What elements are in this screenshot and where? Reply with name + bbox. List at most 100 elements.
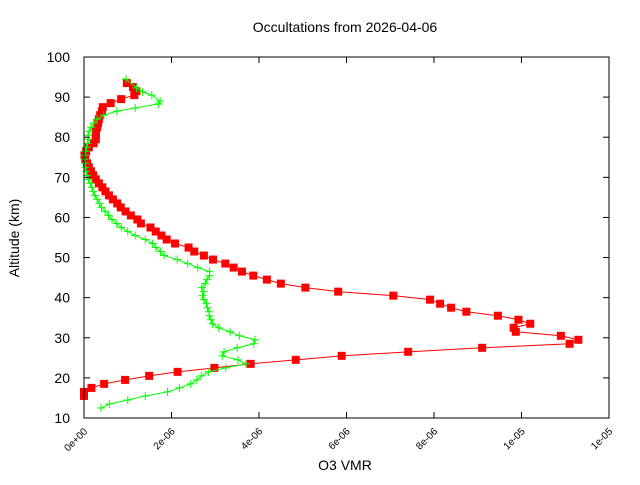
data-point bbox=[246, 359, 255, 368]
data-point bbox=[237, 267, 246, 276]
data-point bbox=[514, 315, 523, 324]
data-point bbox=[214, 323, 223, 332]
data-point bbox=[101, 207, 109, 216]
data-point bbox=[156, 247, 165, 256]
data-point bbox=[210, 363, 219, 372]
data-point bbox=[95, 199, 104, 208]
data-point bbox=[276, 279, 285, 288]
data-point bbox=[116, 203, 125, 212]
data-point bbox=[192, 375, 201, 384]
data-point bbox=[163, 387, 172, 396]
data-point bbox=[138, 87, 147, 96]
data-point bbox=[404, 347, 413, 356]
data-point bbox=[493, 311, 502, 320]
data-point bbox=[91, 175, 100, 184]
data-point bbox=[90, 191, 99, 200]
data-point bbox=[93, 195, 102, 204]
series-profile-red bbox=[80, 79, 583, 400]
x-tick-label: 1e-05 bbox=[589, 426, 615, 452]
y-tick-label: 90 bbox=[54, 89, 70, 105]
data-point bbox=[206, 315, 215, 324]
data-point bbox=[151, 227, 160, 236]
y-tick-label: 40 bbox=[54, 290, 70, 306]
data-point bbox=[121, 207, 130, 216]
data-point bbox=[202, 299, 211, 308]
y-tick-label: 60 bbox=[54, 209, 70, 225]
data-point bbox=[108, 215, 116, 224]
data-point bbox=[97, 107, 106, 116]
data-point bbox=[205, 307, 214, 316]
data-point bbox=[129, 83, 137, 92]
data-point bbox=[249, 339, 258, 348]
data-point bbox=[198, 291, 207, 300]
data-point bbox=[249, 271, 258, 280]
data-point bbox=[162, 235, 171, 244]
data-point bbox=[104, 211, 113, 220]
data-point bbox=[86, 179, 95, 188]
data-point bbox=[123, 395, 132, 404]
data-point bbox=[91, 127, 100, 136]
data-point bbox=[426, 295, 435, 304]
y-tick-label: 10 bbox=[54, 410, 70, 426]
data-point bbox=[94, 179, 103, 188]
data-point bbox=[221, 259, 230, 268]
data-point bbox=[81, 147, 90, 156]
data-point bbox=[221, 363, 230, 372]
x-tick-label: 4e-06 bbox=[239, 426, 265, 452]
data-point bbox=[131, 103, 140, 112]
data-point bbox=[104, 191, 113, 200]
data-point bbox=[291, 355, 300, 364]
data-point bbox=[173, 255, 182, 264]
data-point bbox=[85, 127, 94, 136]
x-tick-label: 0e+00 bbox=[62, 426, 90, 454]
data-point bbox=[199, 287, 208, 296]
data-point bbox=[97, 203, 106, 212]
data-point bbox=[121, 375, 130, 384]
data-point bbox=[173, 367, 182, 376]
data-point bbox=[251, 335, 260, 344]
x-tick-label: 8e-06 bbox=[414, 426, 440, 452]
data-point bbox=[91, 131, 100, 140]
data-point bbox=[141, 391, 150, 400]
data-point bbox=[83, 131, 92, 140]
data-point bbox=[101, 187, 110, 196]
data-point bbox=[190, 247, 199, 256]
data-point bbox=[148, 239, 157, 248]
data-point bbox=[226, 327, 235, 336]
data-point bbox=[241, 359, 250, 368]
data-point bbox=[93, 123, 102, 132]
data-point bbox=[87, 123, 95, 132]
data-point bbox=[220, 347, 228, 356]
x-axis-label: O3 VMR bbox=[318, 457, 372, 473]
data-point bbox=[262, 275, 271, 284]
x-tick-label: 1e-05 bbox=[502, 426, 528, 452]
data-point bbox=[204, 367, 213, 376]
data-point bbox=[234, 355, 242, 364]
data-point bbox=[337, 351, 346, 360]
data-point bbox=[93, 115, 102, 124]
data-point bbox=[84, 175, 93, 184]
data-point bbox=[132, 83, 141, 92]
x-tick-label: 2e-06 bbox=[152, 426, 178, 452]
data-point bbox=[123, 227, 132, 236]
data-point bbox=[186, 379, 195, 388]
data-point bbox=[108, 195, 117, 204]
data-point bbox=[447, 303, 456, 312]
data-point bbox=[89, 171, 98, 180]
data-point bbox=[193, 263, 202, 272]
data-point bbox=[89, 119, 98, 128]
data-point bbox=[100, 379, 109, 388]
data-point bbox=[89, 139, 98, 148]
data-point bbox=[509, 323, 518, 332]
data-point bbox=[218, 351, 227, 360]
y-tick-label: 50 bbox=[54, 250, 70, 266]
data-point bbox=[87, 183, 96, 192]
data-point bbox=[87, 167, 95, 176]
data-point bbox=[235, 331, 244, 340]
data-point bbox=[199, 251, 208, 260]
data-point bbox=[389, 291, 398, 300]
data-point bbox=[203, 303, 212, 312]
data-point bbox=[478, 343, 487, 352]
data-point bbox=[556, 331, 565, 340]
